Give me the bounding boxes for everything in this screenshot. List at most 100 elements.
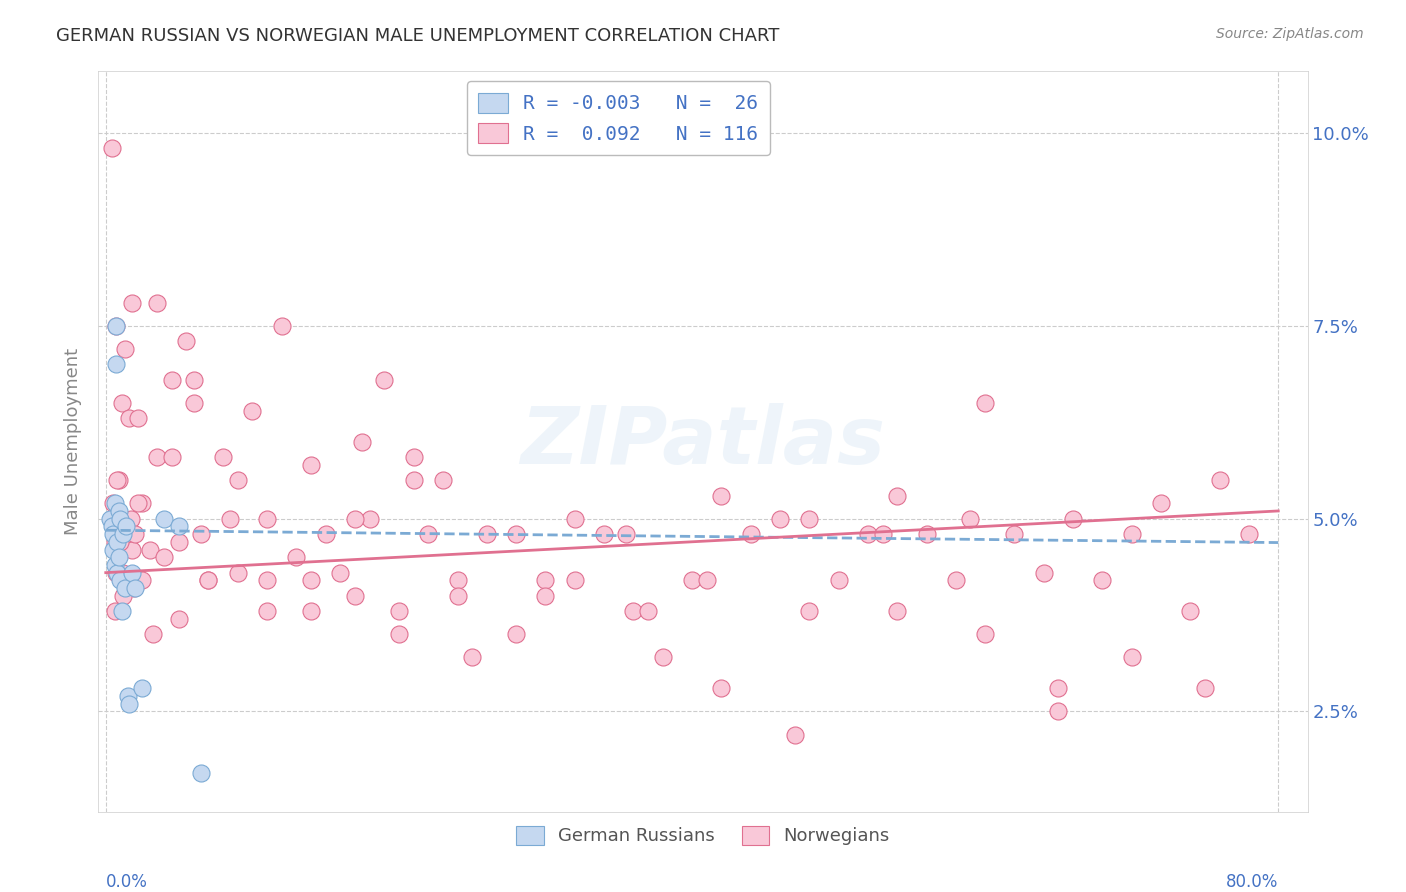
Point (915, 527, 938, 541)
Point (710, 681, 733, 696)
Point (112, 589, 135, 603)
Point (240, 403, 263, 417)
Point (945, 574, 967, 588)
Point (190, 527, 212, 541)
Point (124, 581, 146, 595)
Point (105, 318, 128, 333)
Point (117, 534, 139, 549)
Point (107, 534, 129, 549)
Point (446, 589, 468, 603)
Point (621, 604, 644, 618)
Point (103, 558, 125, 572)
Point (388, 604, 411, 618)
Point (710, 489, 733, 503)
Point (769, 511, 792, 525)
Point (256, 574, 278, 588)
Text: 80.0%: 80.0% (1226, 873, 1278, 891)
Point (118, 411, 141, 425)
Point (1091, 574, 1114, 588)
Point (115, 527, 138, 541)
Point (114, 342, 136, 356)
Point (103, 496, 125, 510)
Point (827, 574, 849, 588)
Point (176, 334, 198, 349)
Point (111, 396, 134, 410)
Point (315, 527, 337, 541)
Point (219, 511, 242, 525)
Point (212, 450, 235, 464)
Point (115, 519, 138, 533)
Point (1194, 681, 1216, 696)
Point (226, 473, 249, 487)
Point (226, 566, 249, 580)
Point (352, 434, 374, 449)
Point (534, 574, 557, 588)
Point (343, 511, 366, 525)
Point (110, 574, 132, 588)
Point (299, 574, 322, 588)
Point (388, 627, 411, 641)
Point (475, 527, 498, 541)
Text: GERMAN RUSSIAN VS NORWEGIAN MALE UNEMPLOYMENT CORRELATION CHART: GERMAN RUSSIAN VS NORWEGIAN MALE UNEMPLO… (56, 27, 779, 45)
Point (799, 604, 821, 618)
Point (110, 542, 132, 557)
Point (1180, 604, 1202, 618)
Point (127, 411, 149, 425)
Point (107, 566, 129, 580)
Point (197, 574, 219, 588)
Point (142, 627, 165, 641)
Point (461, 650, 484, 665)
Point (614, 527, 637, 541)
Text: ZIPatlas: ZIPatlas (520, 402, 886, 481)
Point (117, 689, 139, 703)
Point (1150, 496, 1173, 510)
Point (103, 534, 125, 549)
Point (124, 527, 146, 541)
Point (886, 489, 908, 503)
Point (108, 473, 131, 487)
Point (107, 527, 129, 541)
Point (138, 542, 160, 557)
Point (637, 604, 659, 618)
Point (373, 373, 395, 387)
Point (505, 627, 527, 641)
Point (101, 496, 124, 510)
Point (167, 534, 190, 549)
Point (651, 650, 673, 665)
Point (783, 728, 806, 742)
Point (256, 511, 278, 525)
Point (1047, 705, 1070, 719)
Point (122, 581, 145, 595)
Point (108, 504, 131, 518)
Point (105, 318, 128, 333)
Point (121, 566, 143, 580)
Legend: German Russians, Norwegians: German Russians, Norwegians (508, 817, 898, 855)
Point (1237, 527, 1260, 541)
Point (799, 511, 821, 525)
Point (974, 627, 997, 641)
Point (183, 396, 205, 410)
Point (121, 542, 143, 557)
Point (153, 511, 176, 525)
Point (974, 396, 997, 410)
Point (146, 295, 169, 310)
Y-axis label: Male Unemployment: Male Unemployment (65, 348, 83, 535)
Point (1047, 681, 1070, 696)
Point (153, 550, 176, 565)
Point (564, 511, 586, 525)
Text: Source: ZipAtlas.com: Source: ZipAtlas.com (1216, 27, 1364, 41)
Point (329, 566, 352, 580)
Point (101, 542, 124, 557)
Point (197, 574, 219, 588)
Point (107, 473, 129, 487)
Point (256, 604, 278, 618)
Point (418, 527, 440, 541)
Point (108, 550, 131, 565)
Point (117, 574, 139, 588)
Point (1208, 473, 1230, 487)
Text: 0.0%: 0.0% (105, 873, 148, 891)
Point (1032, 566, 1054, 580)
Point (131, 496, 153, 510)
Point (446, 574, 468, 588)
Point (872, 527, 894, 541)
